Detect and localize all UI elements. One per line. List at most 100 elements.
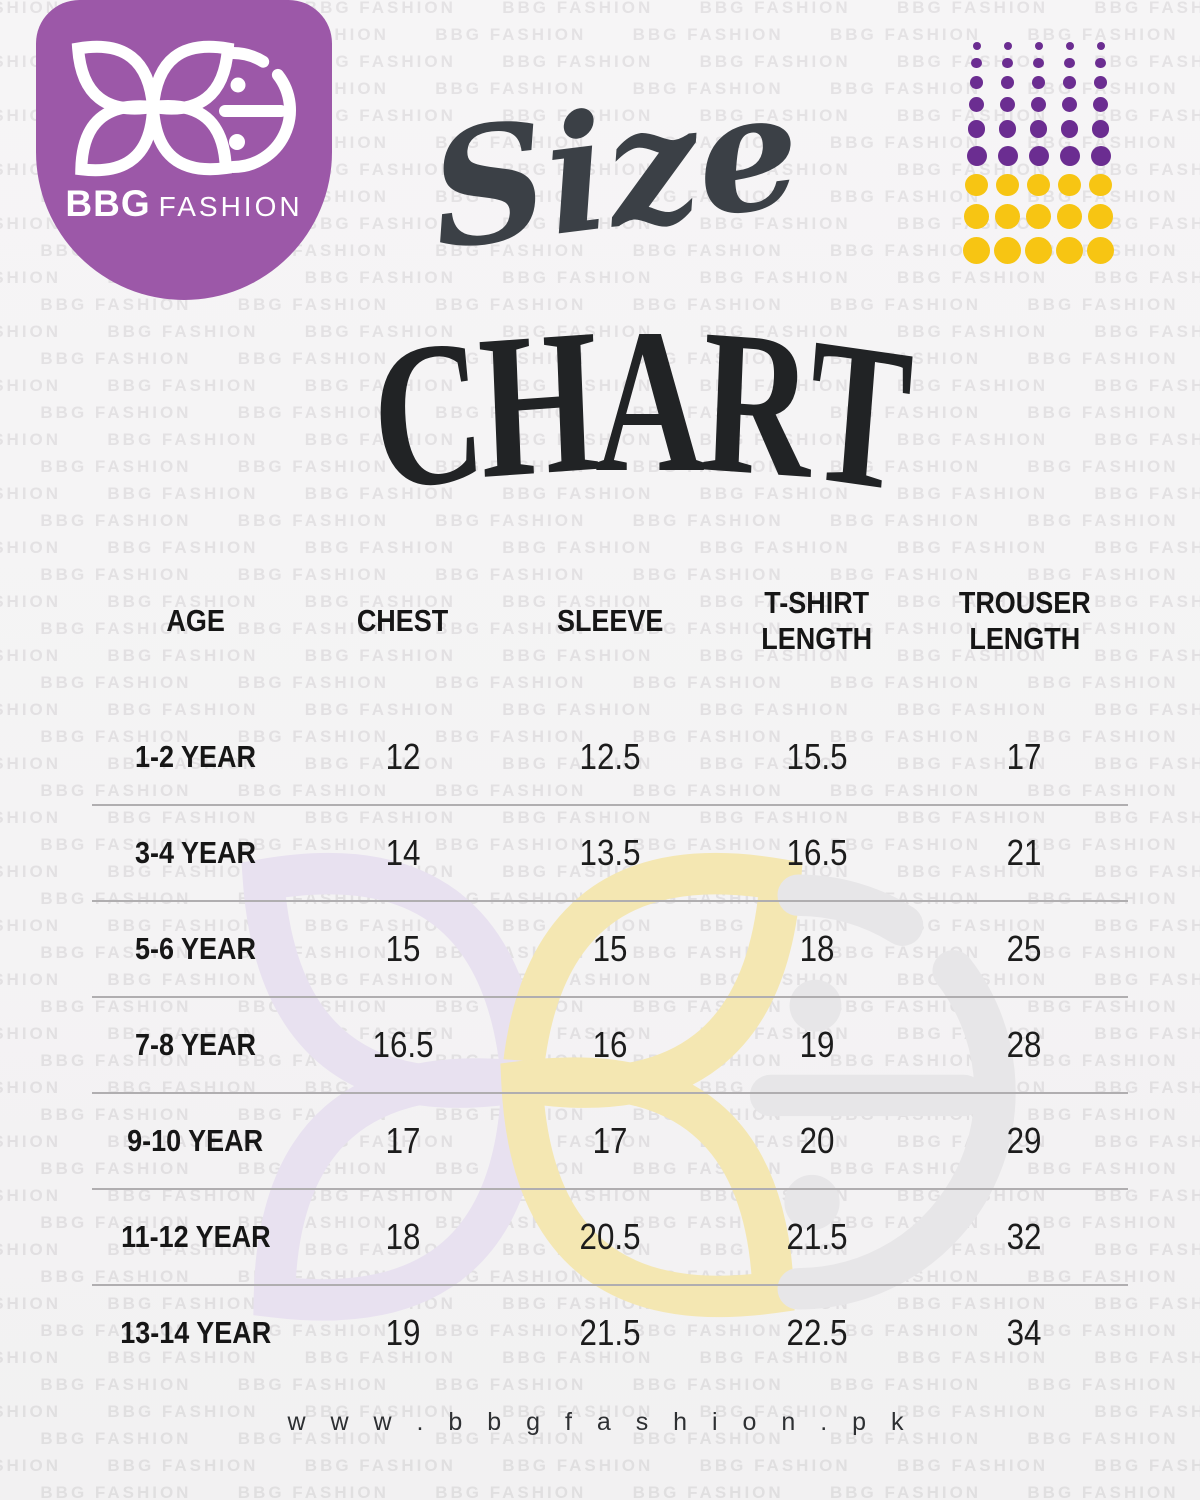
measurement-value: 14 — [385, 832, 421, 873]
table-row: 9-10 YEAR 17 17 20 29 — [92, 1092, 1128, 1188]
title-letter: H — [474, 285, 600, 522]
measurement-value: 18 — [799, 928, 835, 969]
watermark-text-row: BBG FASHION BBG FASHION BBG FASHION BBG … — [0, 538, 1200, 557]
measurement-value: 13.5 — [579, 832, 641, 873]
title-letter: T — [799, 293, 916, 536]
purple-dot — [1003, 42, 1012, 50]
yellow-dot — [1055, 237, 1084, 265]
watermark-text-row: BBG FASHION BBG FASHION BBG FASHION BBG … — [0, 808, 1200, 827]
measurement-value: 21.5 — [579, 1312, 641, 1353]
purple-dot — [1002, 58, 1013, 69]
purple-dot — [999, 97, 1016, 113]
dot-row — [961, 58, 1116, 69]
decorative-dot-grid — [961, 42, 1116, 265]
measurement-value: 21 — [1006, 832, 1042, 873]
purple-dot — [1090, 145, 1111, 166]
measurement-value: 18 — [385, 1216, 421, 1257]
watermark-text-row: BBG FASHION BBG FASHION BBG FASHION BBG … — [0, 727, 1200, 746]
measurement-value: 21.5 — [786, 1216, 848, 1257]
watermark-text-row: BBG FASHION BBG FASHION BBG FASHION BBG … — [0, 1402, 1200, 1421]
purple-dot — [1061, 97, 1078, 113]
purple-dot — [1096, 42, 1105, 50]
watermark-text-row: BBG FASHION BBG FASHION BBG FASHION BBG … — [0, 835, 1200, 854]
watermark-text-row: BBG FASHION BBG FASHION BBG FASHION BBG … — [0, 484, 1200, 503]
purple-dot — [1001, 76, 1014, 90]
watermark-text-row: BBG FASHION BBG FASHION BBG FASHION BBG … — [0, 1483, 1200, 1500]
measurement-value: 20 — [799, 1120, 835, 1161]
dot-row — [961, 173, 1116, 197]
measurement-value: 12 — [385, 736, 421, 777]
bbg-butterfly-watermark — [241, 852, 1016, 1321]
age-label: 1-2 YEAR — [135, 739, 257, 774]
purple-dot — [967, 120, 986, 138]
measurement-value: 28 — [1006, 1024, 1042, 1065]
watermark-text-row: BBG FASHION BBG FASHION BBG FASHION BBG … — [0, 430, 1200, 449]
table-row: 5-6 YEAR 15 15 18 25 — [92, 900, 1128, 996]
watermark-text-row: BBG FASHION BBG FASHION BBG FASHION BBG … — [0, 943, 1200, 962]
purple-dot — [1065, 42, 1074, 50]
purple-dot — [998, 120, 1017, 138]
dot-row — [961, 42, 1116, 50]
watermark-text-row: BBG FASHION BBG FASHION BBG FASHION BBG … — [0, 268, 1200, 287]
measurement-value: 16 — [592, 1024, 628, 1065]
watermark-text-row: BBG FASHION BBG FASHION BBG FASHION BBG … — [0, 646, 1200, 665]
brand-badge: BBG FASHION — [36, 0, 332, 300]
watermark-text-row: BBG FASHION BBG FASHION BBG FASHION BBG … — [0, 673, 1200, 692]
purple-dot — [972, 42, 981, 50]
yellow-dot — [1089, 173, 1112, 197]
purple-dot — [1034, 42, 1043, 50]
yellow-dot — [964, 204, 989, 230]
watermark-text-row: BBG FASHION BBG FASHION BBG FASHION BBG … — [0, 1348, 1200, 1367]
dot-row — [961, 120, 1116, 138]
dot-row — [961, 204, 1116, 230]
purple-dot — [1095, 58, 1106, 69]
title-main-word: CHART — [80, 285, 1200, 536]
watermark-text-row: BBG FASHION BBG FASHION BBG FASHION BBG … — [0, 700, 1200, 719]
size-table-header: AGE CHEST SLEEVE T-SHIRT LENGTH TROUSER LENG… — [92, 568, 1128, 674]
yellow-dot — [1086, 237, 1115, 265]
watermark-text-row: BBG FASHION BBG FASHION BBG FASHION BBG … — [0, 1321, 1200, 1340]
yellow-dot — [993, 237, 1022, 265]
watermark-text-row: BBG FASHION BBG FASHION BBG FASHION BBG … — [0, 1375, 1200, 1394]
table-row: 1-2 YEAR 12 12.5 15.5 17 — [92, 710, 1128, 804]
age-label: 5-6 YEAR — [135, 931, 257, 966]
measurement-value: 16.5 — [786, 832, 848, 873]
purple-dot — [1029, 120, 1048, 138]
column-header: CHEST — [357, 603, 449, 639]
age-label: 7-8 YEAR — [135, 1027, 257, 1062]
measurement-value: 29 — [1006, 1120, 1042, 1161]
purple-dot — [1028, 145, 1049, 166]
purple-dot — [1032, 76, 1045, 90]
yellow-dot — [1024, 237, 1053, 265]
measurement-value: 17 — [1006, 736, 1042, 777]
table-row: 11-12 YEAR 18 20.5 21.5 32 — [92, 1188, 1128, 1284]
purple-dot — [1091, 120, 1110, 138]
purple-dot — [1059, 145, 1080, 166]
title-letter: C — [364, 292, 489, 536]
purple-dot — [1092, 97, 1109, 113]
watermark-text-row: BBG FASHION BBG FASHION BBG FASHION BBG … — [0, 241, 1200, 260]
age-label: 9-10 YEAR — [127, 1123, 264, 1158]
size-table-body: 1-2 YEAR 12 12.5 15.5 17 3-4 YEAR 14 13.5 16.5 21… — [92, 710, 1128, 1380]
yellow-dot — [1088, 204, 1113, 230]
measurement-value: 25 — [1006, 928, 1042, 969]
purple-dot — [966, 145, 987, 166]
measurement-value: 19 — [799, 1024, 835, 1065]
watermark-text-row: BBG FASHION BBG FASHION BBG FASHION BBG … — [0, 349, 1200, 368]
purple-dot — [1094, 76, 1107, 90]
yellow-dot — [995, 204, 1020, 230]
measurement-value: 34 — [1006, 1312, 1042, 1353]
watermark-text-row: BBG FASHION BBG FASHION BBG FASHION BBG … — [0, 754, 1200, 773]
table-row: 3-4 YEAR 14 13.5 16.5 21 — [92, 804, 1128, 900]
brand-name-light: FASHION — [158, 191, 303, 222]
column-header: AGE — [166, 603, 225, 639]
watermark-text-row: BBG FASHION BBG FASHION BBG FASHION BBG … — [0, 565, 1200, 584]
purple-dot — [997, 145, 1018, 166]
measurement-value: 17 — [385, 1120, 421, 1161]
purple-dot — [1033, 58, 1044, 69]
purple-dot — [1064, 58, 1075, 69]
watermark-text-row: BBG FASHION BBG FASHION BBG FASHION BBG … — [0, 619, 1200, 638]
dot-row — [961, 237, 1116, 265]
title-letter: R — [697, 285, 814, 522]
